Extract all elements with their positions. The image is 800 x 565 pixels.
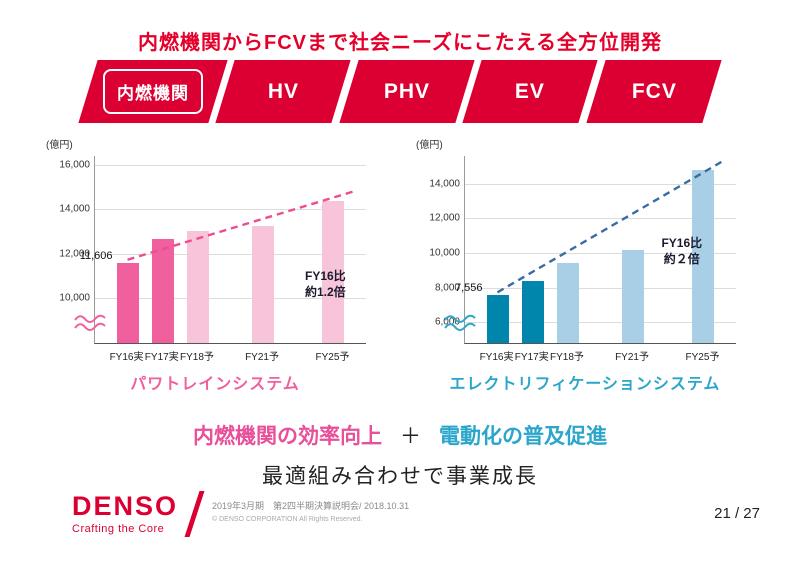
trend-dashed-line <box>496 159 724 294</box>
gridline <box>465 287 736 289</box>
x-axis-tick-label: FY16実 <box>109 352 144 363</box>
plot-area: 6,000 8,000 10,000 12,000 14,000 7,556 FY16比 約２… <box>429 156 736 344</box>
growth-annotation-line: 約1.2倍 <box>305 285 346 300</box>
banner-segment-FCV: FCV <box>585 60 722 123</box>
y-axis-tick-label: 14,000 <box>429 178 460 190</box>
slide-footer: DENSO Crafting the Core 2019年3月期 第2四半期決算… <box>0 491 800 547</box>
y-axis-tick-label: 16,000 <box>59 159 90 171</box>
growth-annotation-line: FY16比 <box>305 269 346 284</box>
x-axis-tick-label: FY18予 <box>180 352 214 363</box>
electrification-message: 電動化の普及促進 <box>439 425 607 448</box>
gridline <box>465 252 736 254</box>
bar-FY17実 <box>151 239 174 343</box>
banner-segment-label: FCV <box>631 79 677 103</box>
bar-FY21予 <box>622 250 645 343</box>
x-axis-tick-label: FY21予 <box>615 352 649 363</box>
key-message-subtitle: 最適組み合わせで事業成長 <box>262 465 538 488</box>
first-bar-value-label: 11,606 <box>79 249 113 262</box>
plot-area: 10,000 12,000 14,000 16,000 11,606 FY16比 約1.2倍 <box>59 156 366 344</box>
banner-segment-EV: EV <box>462 60 599 123</box>
gridline <box>465 322 736 324</box>
chart-title: エレクトリフィケーションシステム <box>449 376 721 393</box>
bar-FY25予 <box>322 200 345 343</box>
y-axis-tick-label: 10,000 <box>429 247 460 259</box>
chart-title: パワトレインシステム <box>130 376 300 393</box>
bar-FY17実 <box>521 280 544 343</box>
trend-dashed-line <box>127 190 354 261</box>
banner-segment-内燃機関: 内燃機関 <box>78 60 229 123</box>
footer-meta: 2019年3月期 第2四半期決算説明会/ 2018.10.31 © DENSO … <box>212 499 409 523</box>
page-number: 21 / 27 <box>714 505 760 522</box>
footer-divider-slash <box>184 491 205 537</box>
gridline <box>95 164 366 166</box>
banner-segment-PHV: PHV <box>339 60 475 123</box>
denso-logo: DENSO Crafting the Core <box>72 491 179 536</box>
x-axis-labels: FY16実 FY17実 FY18予 FY21予 FY25予 <box>94 344 366 363</box>
development-roadmap-banner: 内燃機関 HV PHV EV FCV <box>78 60 722 123</box>
denso-logo-text: DENSO <box>72 491 179 521</box>
bar-FY16実 <box>116 262 139 343</box>
chart-powertrain-system: (億円) 10,000 12,000 14,000 16,000 11,606 FY16比… <box>40 134 390 404</box>
growth-annotation: FY16比 約２倍 <box>661 235 702 267</box>
axis-break-icon <box>444 314 476 331</box>
key-message-line1: 内燃機関の効率向上 ＋ 電動化の普及促進 <box>0 420 800 450</box>
denso-tagline: Crafting the Core <box>72 523 165 535</box>
footer-copyright: © DENSO CORPORATION All Rights Reserved. <box>212 516 363 523</box>
growth-annotation-line: 約２倍 <box>663 251 700 266</box>
bar-FY18予 <box>186 230 209 343</box>
charts-row: (億円) 10,000 12,000 14,000 16,000 11,606 FY16比… <box>40 134 760 404</box>
banner-segment-label: HV <box>267 79 300 103</box>
y-axis-unit-label: (億円) <box>416 140 443 151</box>
banner-segment-label: 内燃機関 <box>103 69 204 114</box>
x-axis-tick-label: FY17実 <box>514 352 549 363</box>
x-axis-labels: FY16実 FY17実 FY18予 FY21予 FY25予 <box>464 344 736 363</box>
gridline <box>465 218 736 220</box>
bar-FY25予 <box>692 169 715 343</box>
gridline <box>95 298 366 300</box>
x-axis-tick-label: FY25予 <box>315 352 350 363</box>
footer-event-info: 2019年3月期 第2四半期決算説明会/ 2018.10.31 <box>212 501 410 511</box>
banner-segment-label: PHV <box>383 79 431 103</box>
growth-annotation-line: FY16比 <box>661 235 703 250</box>
y-axis-tick-label: 12,000 <box>59 248 90 260</box>
powertrain-message: 内燃機関の効率向上 <box>193 425 382 448</box>
bar-FY18予 <box>556 263 579 343</box>
y-axis-unit-label: (億円) <box>46 140 73 151</box>
bar-FY21予 <box>252 226 275 343</box>
y-axis-tick-label: 12,000 <box>429 212 460 224</box>
slide-title: 内燃機関からFCVまで社会ニーズにこたえる全方位開発 <box>138 32 662 54</box>
y-axis-tick-label: 8,000 <box>434 282 460 294</box>
bar-FY16実 <box>486 295 509 343</box>
gridline <box>465 183 736 185</box>
banner-segment-label: EV <box>515 79 546 103</box>
growth-annotation: FY16比 約1.2倍 <box>305 268 346 300</box>
gridline <box>95 253 366 255</box>
x-axis-tick-label: FY21予 <box>245 352 279 363</box>
gridline <box>95 209 366 211</box>
y-axis-tick-label: 14,000 <box>59 203 90 215</box>
axis-break-icon <box>74 314 106 331</box>
key-message: 内燃機関の効率向上 ＋ 電動化の普及促進 最適組み合わせで事業成長 <box>0 420 800 490</box>
y-axis-tick-label: 6,000 <box>434 316 460 328</box>
banner-segment-HV: HV <box>215 60 352 123</box>
first-bar-value-label: 7,556 <box>454 282 483 295</box>
x-axis-tick-label: FY17実 <box>144 352 179 363</box>
chart-electrification-system: (億円) 6,000 8,000 10,000 12,000 14,000 7,556 FY… <box>410 134 760 404</box>
y-axis-tick-label: 10,000 <box>59 292 90 304</box>
x-axis-tick-label: FY16実 <box>479 352 514 363</box>
x-axis-tick-label: FY18予 <box>550 352 584 363</box>
plus-sign: ＋ <box>400 425 421 448</box>
x-axis-tick-label: FY25予 <box>685 352 720 363</box>
